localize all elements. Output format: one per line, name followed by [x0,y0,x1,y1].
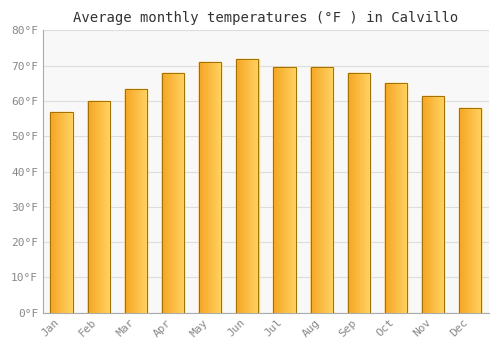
Bar [199,62,222,313]
Bar [422,96,444,313]
Bar [162,73,184,313]
Bar [124,89,147,313]
Bar [236,59,258,313]
Bar [348,73,370,313]
Bar [310,68,333,313]
Bar [385,83,407,313]
Bar [88,101,110,313]
Bar [274,68,295,313]
Title: Average monthly temperatures (°F ) in Calvillo: Average monthly temperatures (°F ) in Ca… [74,11,458,25]
Bar [50,112,72,313]
Bar [459,108,481,313]
